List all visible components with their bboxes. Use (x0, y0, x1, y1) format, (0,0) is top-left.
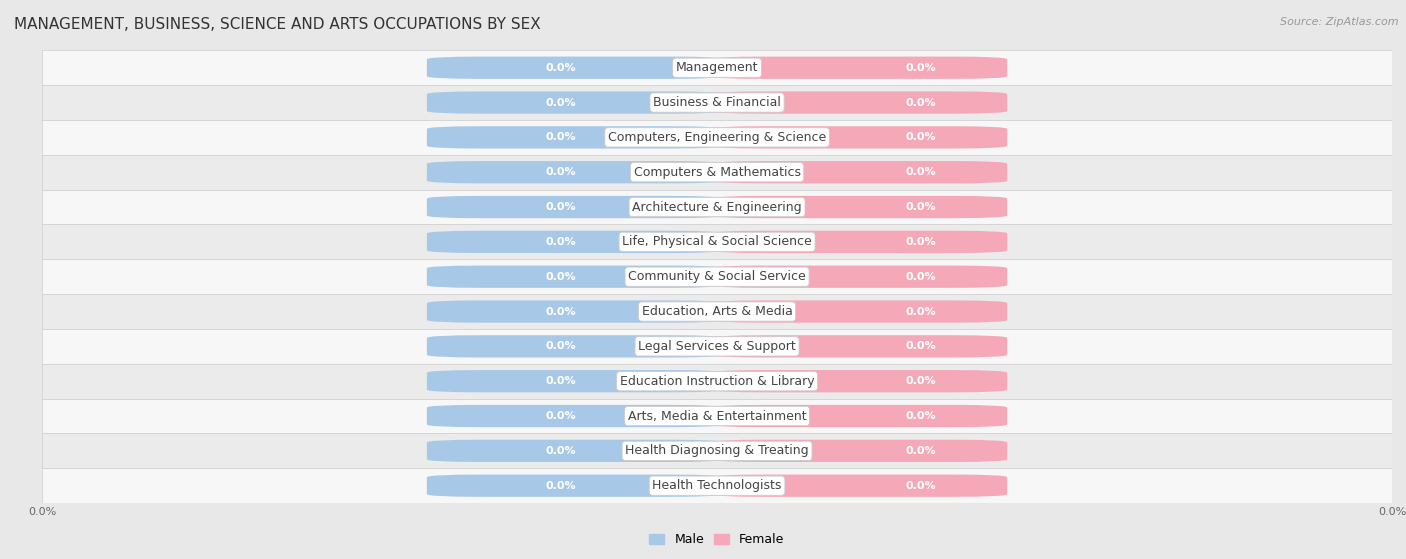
Text: Community & Social Service: Community & Social Service (628, 270, 806, 283)
Text: 0.0%: 0.0% (905, 342, 936, 352)
Text: 0.0%: 0.0% (546, 342, 576, 352)
Bar (42, 120, 1392, 155)
FancyBboxPatch shape (427, 300, 724, 323)
Text: Source: ZipAtlas.com: Source: ZipAtlas.com (1281, 17, 1399, 27)
Text: MANAGEMENT, BUSINESS, SCIENCE AND ARTS OCCUPATIONS BY SEX: MANAGEMENT, BUSINESS, SCIENCE AND ARTS O… (14, 17, 541, 32)
FancyBboxPatch shape (427, 196, 724, 218)
Text: 0.0%: 0.0% (905, 272, 936, 282)
FancyBboxPatch shape (427, 231, 724, 253)
FancyBboxPatch shape (427, 370, 724, 392)
Text: 0.0%: 0.0% (546, 132, 576, 143)
FancyBboxPatch shape (710, 300, 1007, 323)
Text: 0.0%: 0.0% (546, 167, 576, 177)
FancyBboxPatch shape (710, 231, 1007, 253)
Bar (42, 85, 1392, 120)
Text: 0.0%: 0.0% (905, 98, 936, 107)
Text: 0.0%: 0.0% (905, 202, 936, 212)
FancyBboxPatch shape (427, 161, 724, 183)
FancyBboxPatch shape (427, 92, 724, 113)
Bar (42, 399, 1392, 433)
FancyBboxPatch shape (710, 196, 1007, 218)
Text: Architecture & Engineering: Architecture & Engineering (633, 201, 801, 214)
FancyBboxPatch shape (427, 126, 724, 149)
Text: 0.0%: 0.0% (905, 446, 936, 456)
Bar (42, 190, 1392, 225)
Text: 0.0%: 0.0% (546, 98, 576, 107)
FancyBboxPatch shape (427, 335, 724, 358)
FancyBboxPatch shape (710, 405, 1007, 427)
Text: 0.0%: 0.0% (905, 306, 936, 316)
Text: 0.0%: 0.0% (905, 132, 936, 143)
Text: 0.0%: 0.0% (905, 411, 936, 421)
Text: Life, Physical & Social Science: Life, Physical & Social Science (623, 235, 811, 248)
Text: 0.0%: 0.0% (905, 237, 936, 247)
Text: Health Diagnosing & Treating: Health Diagnosing & Treating (626, 444, 808, 457)
Text: 0.0%: 0.0% (546, 306, 576, 316)
Bar (42, 329, 1392, 364)
Bar (42, 50, 1392, 85)
Legend: Male, Female: Male, Female (644, 528, 790, 551)
Text: 0.0%: 0.0% (546, 376, 576, 386)
FancyBboxPatch shape (710, 440, 1007, 462)
FancyBboxPatch shape (710, 475, 1007, 497)
Text: Management: Management (676, 61, 758, 74)
Text: 0.0%: 0.0% (546, 411, 576, 421)
FancyBboxPatch shape (710, 92, 1007, 113)
Bar (42, 225, 1392, 259)
FancyBboxPatch shape (710, 335, 1007, 358)
FancyBboxPatch shape (427, 475, 724, 497)
FancyBboxPatch shape (710, 266, 1007, 288)
Bar (42, 294, 1392, 329)
Text: Health Technologists: Health Technologists (652, 479, 782, 492)
Text: Arts, Media & Entertainment: Arts, Media & Entertainment (627, 410, 807, 423)
Bar (42, 259, 1392, 294)
Text: 0.0%: 0.0% (546, 237, 576, 247)
FancyBboxPatch shape (710, 56, 1007, 79)
FancyBboxPatch shape (710, 126, 1007, 149)
Text: 0.0%: 0.0% (905, 63, 936, 73)
Text: Business & Financial: Business & Financial (654, 96, 780, 109)
FancyBboxPatch shape (427, 405, 724, 427)
Text: 0.0%: 0.0% (546, 63, 576, 73)
FancyBboxPatch shape (427, 56, 724, 79)
Text: Legal Services & Support: Legal Services & Support (638, 340, 796, 353)
Text: 0.0%: 0.0% (546, 446, 576, 456)
Text: 0.0%: 0.0% (546, 202, 576, 212)
Bar (42, 433, 1392, 468)
Text: 0.0%: 0.0% (905, 167, 936, 177)
FancyBboxPatch shape (710, 370, 1007, 392)
FancyBboxPatch shape (710, 161, 1007, 183)
Text: Computers, Engineering & Science: Computers, Engineering & Science (607, 131, 827, 144)
Text: Education Instruction & Library: Education Instruction & Library (620, 375, 814, 388)
Text: Education, Arts & Media: Education, Arts & Media (641, 305, 793, 318)
Text: Computers & Mathematics: Computers & Mathematics (634, 165, 800, 179)
Text: 0.0%: 0.0% (546, 272, 576, 282)
Text: 0.0%: 0.0% (905, 481, 936, 491)
FancyBboxPatch shape (427, 266, 724, 288)
Bar (42, 468, 1392, 503)
Text: 0.0%: 0.0% (905, 376, 936, 386)
Bar (42, 364, 1392, 399)
FancyBboxPatch shape (427, 440, 724, 462)
Text: 0.0%: 0.0% (546, 481, 576, 491)
Bar (42, 155, 1392, 190)
